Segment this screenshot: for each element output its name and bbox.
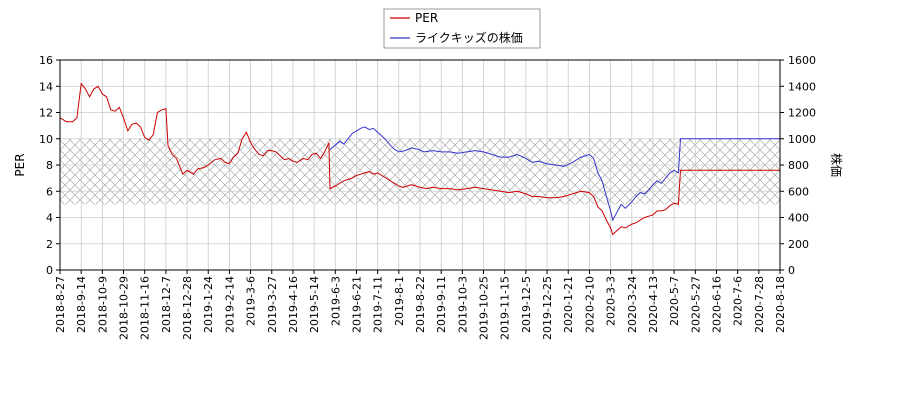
left-tick-label: 6 (46, 185, 53, 198)
x-tick-label: 2018-8-27 (54, 276, 67, 333)
x-tick-label: 2019-2-14 (223, 276, 236, 333)
series-line-stock-price (329, 126, 780, 222)
left-tick-label: 0 (46, 264, 53, 277)
left-tick-label: 12 (39, 107, 53, 120)
grid (59, 59, 781, 271)
x-tick-label: 2019-10-25 (478, 276, 491, 340)
left-axis-title: PER (13, 153, 27, 176)
x-tick-label: 2019-12-25 (541, 276, 554, 340)
x-tick-label: 2019-12-5 (520, 276, 533, 333)
x-tick-label: 2018-10-29 (118, 276, 131, 340)
left-tick-label: 10 (39, 133, 53, 146)
x-tick-label: 2020-8-18 (774, 276, 787, 333)
series-line-per (60, 82, 780, 236)
left-tick-label: 16 (39, 54, 53, 67)
left-tick-label: 2 (46, 238, 53, 251)
right-tick-label: 400 (788, 212, 809, 225)
right-axis-title: 株価 (829, 153, 844, 177)
left-tick-label: 14 (39, 80, 53, 93)
x-tick-label: 2018-11-16 (139, 276, 152, 340)
legend-box (383, 8, 541, 49)
x-tick-label: 2019-5-14 (308, 276, 321, 333)
x-tick-label: 2020-5-7 (668, 276, 681, 326)
left-tick-label: 8 (46, 159, 53, 172)
x-tick-label: 2018-9-14 (75, 276, 88, 333)
right-tick-label: 1000 (788, 133, 816, 146)
x-tick-label: 2020-7-6 (732, 276, 745, 326)
series-layer (60, 82, 780, 236)
right-tick-label: 800 (788, 159, 809, 172)
x-tick-label: 2020-6-16 (710, 276, 723, 333)
right-tick-label: 1200 (788, 107, 816, 120)
x-tick-label: 2020-2-10 (583, 276, 596, 333)
legend: PER ライクキッズの株価 (383, 8, 541, 49)
x-tick-label: 2019-4-16 (287, 276, 300, 333)
x-tick-label: 2020-7-28 (753, 276, 766, 333)
x-tick-label: 2019-8-22 (414, 276, 427, 333)
x-tick-label: 2019-3-27 (266, 276, 279, 333)
x-tick-label: 2020-3-24 (626, 276, 639, 333)
x-tick-label: 2020-4-13 (647, 276, 660, 333)
x-tick-label: 2019-8-1 (393, 276, 406, 326)
x-tick-label: 2018-12-7 (160, 276, 173, 333)
right-tick-label: 1600 (788, 54, 816, 67)
legend-label-per: PER (415, 11, 438, 25)
x-tick-label: 2019-6-3 (329, 276, 342, 326)
left-tick-label: 4 (46, 212, 53, 225)
left-axis: 0 2 4 6 8 10 12 14 16 (39, 54, 60, 277)
x-tick-label: 2019-3-6 (245, 276, 258, 326)
right-tick-label: 1400 (788, 80, 816, 93)
x-tick-label: 2018-12-28 (181, 276, 194, 340)
x-tick-label: 2019-6-21 (350, 276, 363, 333)
x-tick-label: 2020-1-21 (562, 276, 575, 333)
x-tick-label: 2020-3-3 (605, 276, 618, 326)
x-tick-label: 2018-10-9 (96, 276, 109, 333)
right-axis: 0 200 400 600 800 1000 1200 1400 1600 (780, 54, 816, 277)
right-tick-label: 200 (788, 238, 809, 251)
right-tick-label: 600 (788, 185, 809, 198)
x-tick-label: 2019-1-24 (202, 276, 215, 333)
x-tick-label: 2019-11-15 (499, 276, 512, 340)
right-tick-label: 0 (788, 264, 795, 277)
legend-label-stock-price: ライクキッズの株価 (415, 30, 523, 45)
x-tick-label: 2020-5-27 (689, 276, 702, 333)
x-tick-label: 2019-9-11 (435, 276, 448, 333)
x-tick-label: 2019-10-3 (456, 276, 469, 333)
x-tick-label: 2019-7-11 (372, 276, 385, 333)
x-axis: 2018-8-27 2018-9-14 2018-10-9 2018-10-29 201… (54, 270, 787, 340)
